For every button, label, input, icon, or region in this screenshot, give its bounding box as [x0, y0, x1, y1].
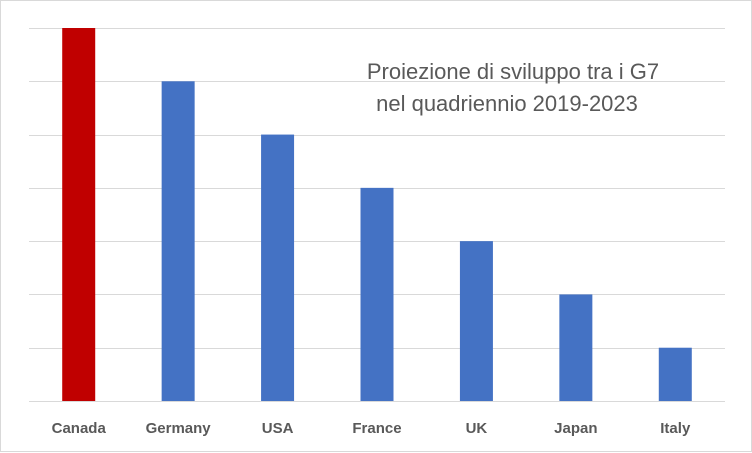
- bar-italy: [658, 347, 692, 401]
- x-tick-label-usa: USA: [262, 420, 294, 437]
- x-tick-label-japan: Japan: [554, 420, 597, 437]
- bar-france: [360, 187, 394, 401]
- x-tick-label-france: France: [352, 420, 401, 437]
- bar-canada: [62, 28, 96, 401]
- bar-japan: [559, 294, 593, 401]
- x-tick-label-uk: UK: [466, 420, 488, 437]
- chart-title-line-1: Proiezione di sviluppo tra i G7: [367, 59, 659, 84]
- bar-germany: [161, 81, 195, 402]
- x-tick-label-germany: Germany: [146, 420, 212, 437]
- bar-uk: [459, 241, 493, 401]
- category-labels: Canada Germany USA France UK Japan Italy: [52, 420, 691, 437]
- bar-usa: [261, 134, 295, 402]
- x-tick-label-italy: Italy: [660, 420, 691, 437]
- x-tick-label-canada: Canada: [52, 420, 107, 437]
- bars: [62, 28, 692, 402]
- chart-title-line-2: nel quadriennio 2019-2023: [376, 91, 638, 116]
